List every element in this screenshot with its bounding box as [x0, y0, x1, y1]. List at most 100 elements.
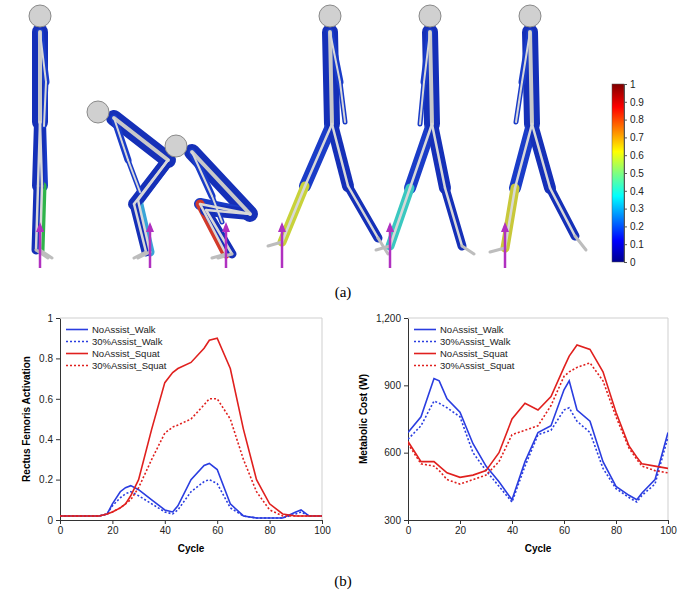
x-tick-label: 60: [212, 525, 224, 536]
colorbar-tick: 0.6: [624, 150, 644, 161]
colorbar-tick-mark: [624, 209, 627, 210]
foot: [36, 250, 48, 258]
legend-background: [411, 321, 518, 374]
muscle: [445, 188, 462, 246]
colorbar-tick-label: 0.4: [630, 186, 644, 197]
x-tick-mark: [408, 520, 409, 524]
figure-1: [29, 5, 52, 268]
force-arrow-head: [386, 222, 394, 232]
foot: [462, 246, 474, 254]
colorbar-tick-mark: [624, 244, 627, 245]
x-axis-line: [61, 520, 323, 521]
bone: [40, 32, 46, 82]
bone: [330, 32, 340, 82]
y-tick: 300: [384, 515, 408, 526]
foot: [268, 242, 282, 246]
panel-label: (b): [334, 573, 352, 590]
bone: [128, 160, 140, 192]
colorbar-tick-mark: [624, 191, 627, 192]
head: [29, 5, 51, 27]
foot: [490, 248, 505, 252]
colorbar-tick: 0.3: [624, 203, 644, 214]
bone: [348, 186, 378, 238]
colorbar-tick: 1: [624, 79, 636, 90]
colorbar-tick: 0.1: [624, 239, 644, 250]
legend-item: 30%Assist_Squat: [414, 360, 515, 371]
x-tick-mark: [564, 520, 565, 524]
bone: [134, 160, 168, 204]
force-arrow-head: [222, 222, 230, 232]
x-tick: 40: [160, 520, 172, 536]
x-tick: 0: [58, 520, 64, 536]
y-tick-mark: [404, 385, 408, 386]
x-tick-mark: [616, 520, 617, 524]
muscle: [550, 188, 575, 236]
colorbar-tick-mark: [624, 262, 627, 263]
x-tick-mark: [217, 520, 218, 524]
muscle: [430, 32, 432, 124]
x-tick-mark: [460, 520, 461, 524]
series-line: [408, 401, 668, 502]
figure-2: [87, 101, 168, 268]
x-tick-mark: [112, 520, 113, 524]
panel-a: 00.10.20.30.40.50.60.70.80.91: [29, 5, 644, 268]
bone: [522, 32, 530, 82]
muscle: [348, 186, 378, 238]
colorbar-tick-label: 0.8: [630, 114, 644, 125]
spine: [114, 118, 168, 160]
x-tick: 0: [406, 520, 412, 536]
figure: 00.10.20.30.40.50.60.70.80.91(a)02040608…: [0, 0, 686, 598]
bone: [432, 124, 445, 188]
muscle: [128, 160, 140, 192]
force-arrow: [39, 226, 42, 268]
bone: [445, 188, 462, 246]
series-line: [408, 379, 668, 500]
colorbar-tick-mark: [624, 173, 627, 174]
y-axis: 00.20.40.60.81: [39, 313, 60, 526]
bone: [390, 188, 410, 246]
x-tick-label: 100: [660, 525, 677, 536]
x-tick: 100: [660, 520, 677, 536]
force-arrow: [504, 226, 507, 268]
force-arrow: [149, 226, 152, 268]
y-tick-label: 0: [47, 515, 53, 526]
x-tick-label: 0: [406, 525, 412, 536]
colorbar-tick-mark: [624, 120, 627, 121]
y-tick-label: 1,200: [376, 313, 401, 324]
y-tick-label: 600: [384, 447, 401, 458]
colorbar-tick-label: 0.6: [630, 150, 644, 161]
x-tick: 100: [314, 520, 331, 536]
foot: [376, 246, 390, 250]
muscle: [516, 82, 522, 122]
muscle: [410, 124, 432, 188]
colorbar-tick-mark: [624, 226, 627, 227]
colorbar-tick-label: 0.5: [630, 168, 644, 179]
colorbar-tick: 0.8: [624, 114, 644, 125]
bone: [38, 122, 40, 186]
legend-label: NoAssist_Walk: [440, 324, 504, 335]
figure-4: [268, 5, 388, 268]
x-axis: 020406080100: [58, 520, 332, 536]
bone: [532, 124, 550, 188]
y-tick-label: 300: [384, 515, 401, 526]
bone: [114, 118, 128, 160]
colorbar-tick-label: 0.3: [630, 203, 644, 214]
series-line: [408, 345, 668, 477]
x-tick-mark: [668, 520, 669, 524]
muscle: [282, 186, 305, 242]
force-arrow: [281, 226, 284, 268]
legend: NoAssist_Walk30%Assist_WalkNoAssist_Squa…: [411, 321, 518, 374]
muscle: [532, 124, 550, 188]
muscle: [44, 82, 46, 126]
y-tick-label: 0.8: [39, 353, 53, 364]
legend-label: NoAssist_Squat: [92, 348, 160, 359]
bone: [192, 152, 212, 196]
y-tick-mark: [56, 439, 60, 440]
y-tick-mark: [56, 520, 60, 521]
force-arrow: [389, 226, 392, 268]
y-tick-mark: [404, 318, 408, 319]
x-tick: 60: [559, 520, 571, 536]
legend-swatch: [414, 365, 436, 367]
colorbar-tick: 0.2: [624, 221, 644, 232]
force-arrow-head: [146, 222, 154, 232]
